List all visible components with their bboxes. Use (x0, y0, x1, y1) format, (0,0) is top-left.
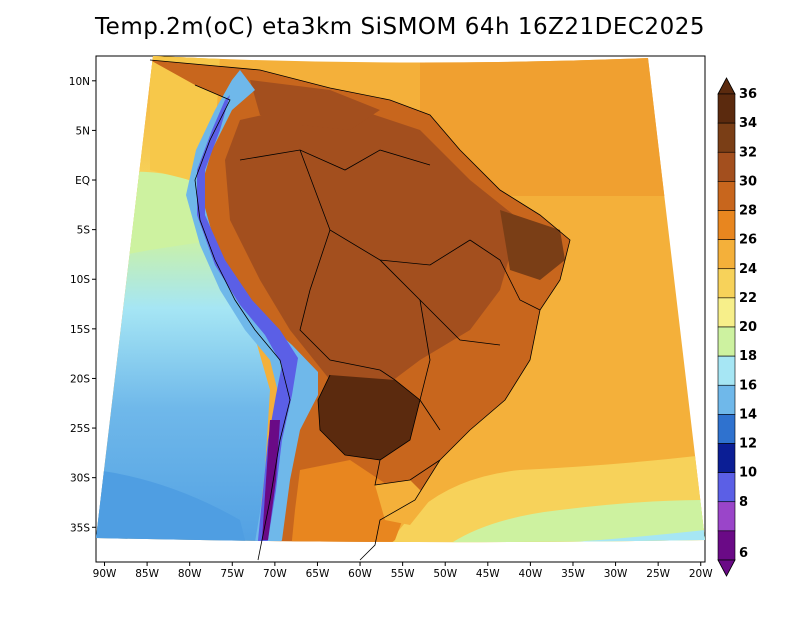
northeast-hot-region (500, 210, 565, 280)
colorbar-swatch (717, 472, 736, 503)
colorbar-swatch (717, 151, 736, 182)
colorbar-label: 36 (739, 87, 757, 102)
colorbar-swatch (717, 181, 736, 211)
colorbar-label: 8 (739, 495, 748, 510)
colorbar-label: 14 (739, 407, 757, 422)
pacific-deep-south (96, 470, 250, 543)
colorbar-label: 32 (739, 145, 757, 160)
colorbar-swatch (717, 326, 736, 357)
colorbar-swatch (717, 210, 736, 240)
x-tick-label: 85W (135, 568, 159, 580)
x-tick-label: 90W (93, 568, 117, 580)
colorbar-label: 20 (739, 320, 757, 335)
colorbar-swatch (717, 122, 736, 153)
x-tick-label: 45W (476, 568, 500, 580)
y-tick-label: 35S (70, 522, 90, 534)
y-tick-label: 25S (70, 423, 90, 435)
x-tick-label: 70W (263, 568, 287, 580)
x-tick-label: 80W (178, 568, 202, 580)
map-title: Temp.2m(oC) eta3km SiSMOM 64h 16Z21DEC20… (95, 14, 705, 40)
x-tick-label: 55W (391, 568, 415, 580)
colorbar-swatch (717, 530, 736, 561)
colorbar-top-arrow (717, 77, 736, 95)
amazon-hot-region (225, 100, 520, 390)
north-hot-region (250, 80, 380, 130)
temperature-field (96, 56, 705, 543)
colorbar-bottom-arrow (717, 559, 736, 577)
y-tick-label: EQ (75, 175, 90, 187)
colorbar-label: 22 (739, 291, 757, 306)
x-tick-label: 50W (433, 568, 457, 580)
colorbar-label: 24 (739, 262, 757, 277)
y-tick-label: 15S (70, 324, 90, 336)
colorbar: 36 34 32 30 28 26 24 22 20 18 16 14 12 10 8 6 (717, 77, 757, 577)
colorbar-label: 26 (739, 233, 757, 248)
colorbar-label: 10 (739, 466, 757, 481)
x-tick-label: 65W (306, 568, 330, 580)
colorbar-label: 18 (739, 349, 757, 364)
colorbar-label: 6 (739, 546, 748, 561)
colorbar-label: 12 (739, 437, 757, 452)
x-tick-label: 60W (348, 568, 372, 580)
x-tick-label: 25W (646, 568, 670, 580)
x-tick-label: 20W (689, 568, 713, 580)
y-tick-label: 10S (70, 274, 90, 286)
y-tick-label: 10N (69, 76, 90, 88)
colorbar-swatch (717, 355, 736, 386)
colorbar-swatch (717, 414, 736, 444)
x-axis: 90W 85W 80W 75W 70W 65W 60W 55W 50W 45W 40W 35W 30W 2… (93, 562, 713, 580)
colorbar-swatch (717, 268, 736, 299)
colorbar-swatch (717, 443, 736, 473)
andes-peaks-coldest (262, 420, 280, 540)
chaco-very-hot-region (318, 375, 420, 460)
colorbar-swatch (717, 501, 736, 532)
ocean-south-atlantic-green (430, 500, 705, 543)
colorbar-swatch (717, 239, 736, 270)
x-tick-label: 30W (604, 568, 628, 580)
y-tick-label: 5S (77, 225, 91, 237)
y-tick-label: 20S (70, 373, 90, 385)
colorbar-label: 34 (739, 116, 757, 131)
x-tick-label: 40W (519, 568, 543, 580)
colorbar-swatch (717, 384, 736, 415)
colorbar-label: 16 (739, 378, 757, 393)
colorbar-label: 30 (739, 174, 757, 189)
colorbar-swatch (717, 297, 736, 328)
colorbar-swatch (717, 93, 736, 124)
y-tick-label: 5N (75, 125, 90, 137)
colorbar-label: 28 (739, 204, 757, 219)
ocean-south-atlantic-blue (470, 530, 705, 543)
y-tick-label: 30S (70, 473, 90, 485)
y-axis: 10N 5N EQ 5S 10S 15S 20S 25S 30S 35S (69, 76, 96, 534)
x-tick-label: 75W (220, 568, 244, 580)
x-tick-label: 35W (561, 568, 585, 580)
country-boundaries (149, 59, 571, 561)
uruguay-region (375, 480, 430, 525)
